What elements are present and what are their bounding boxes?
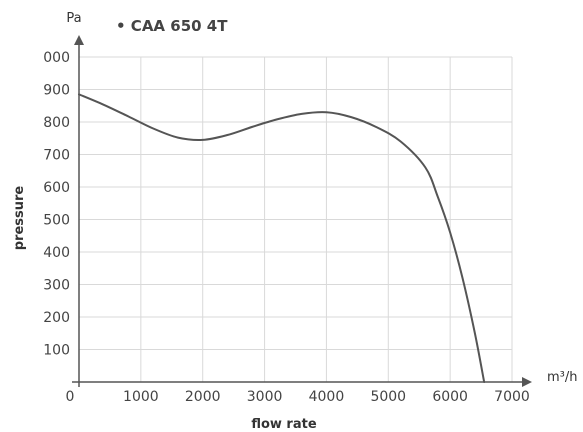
grid-lines xyxy=(79,56,513,382)
x-tick-label-5: 5000 xyxy=(370,389,406,405)
y-tick-label-1: 200 xyxy=(43,310,70,326)
legend-entry: • CAA 650 4T xyxy=(116,17,228,35)
x-tick-labels: 0 1000 2000 3000 4000 5000 6000 7000 xyxy=(66,389,530,405)
x-tick-label-6: 6000 xyxy=(432,389,468,405)
x-tick-label-7: 7000 xyxy=(494,389,530,405)
x-tick-label-0: 0 xyxy=(66,389,75,405)
x-tick-label-3: 3000 xyxy=(247,389,283,405)
axes xyxy=(72,35,532,387)
y-tick-label-3: 400 xyxy=(43,245,70,261)
y-unit-label: Pa xyxy=(66,11,81,26)
x-tick-label-1: 1000 xyxy=(123,389,159,405)
x-tick-label-4: 4000 xyxy=(309,389,345,405)
y-axis-title: pressure xyxy=(12,186,27,251)
y-tick-label-7: 800 xyxy=(43,115,70,131)
y-tick-labels: 100 200 300 400 500 600 700 800 900 000 xyxy=(43,50,70,359)
x-tick-label-2: 2000 xyxy=(185,389,221,405)
y-tick-label-8: 900 xyxy=(43,83,70,99)
y-tick-label-6: 700 xyxy=(43,148,70,164)
y-tick-label-5: 600 xyxy=(43,180,70,196)
y-tick-label-2: 300 xyxy=(43,278,70,294)
series-group xyxy=(78,93,486,383)
y-tick-label-0: 100 xyxy=(43,343,70,359)
y-tick-label-4: 500 xyxy=(43,213,70,229)
x-axis-title: flow rate xyxy=(251,417,317,432)
y-tick-label-9: 000 xyxy=(43,50,70,66)
y-axis-arrow-icon xyxy=(74,35,84,45)
x-axis-arrow-icon xyxy=(522,377,532,387)
x-unit-label: m³/h xyxy=(547,370,578,385)
series-line-0 xyxy=(78,93,486,383)
